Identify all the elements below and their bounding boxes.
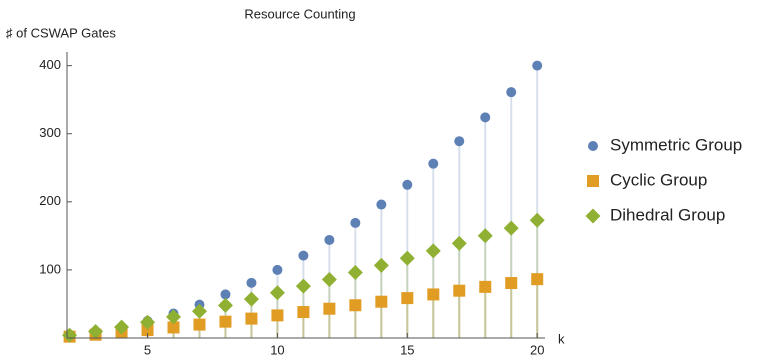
- point: [350, 217, 361, 228]
- point: [166, 309, 182, 325]
- x-tick-label: 15: [400, 342, 414, 357]
- point: [427, 288, 440, 301]
- point: [245, 312, 258, 325]
- point: [191, 303, 207, 319]
- point: [88, 324, 104, 340]
- point: [243, 291, 259, 307]
- point: [219, 315, 232, 328]
- point: [479, 280, 492, 293]
- y-tick-label: 300: [39, 125, 61, 140]
- point: [62, 327, 78, 343]
- y-tick-label: 400: [39, 57, 61, 72]
- point: [114, 319, 130, 335]
- point: [399, 250, 415, 266]
- point: [532, 60, 543, 71]
- point: [428, 158, 439, 169]
- legend-label: Symmetric Group: [610, 135, 742, 154]
- y-tick-label: 100: [39, 261, 61, 276]
- point: [272, 264, 283, 275]
- point: [217, 297, 233, 313]
- point: [588, 141, 598, 151]
- point: [347, 264, 363, 280]
- point: [425, 243, 441, 259]
- legend: Symmetric Group Cyclic Group Dihedral Grou…: [585, 135, 742, 224]
- y-tick-label: 200: [39, 193, 61, 208]
- point: [402, 179, 413, 190]
- point: [246, 277, 257, 288]
- point: [531, 273, 544, 286]
- fillings: [68, 65, 539, 338]
- point: [503, 220, 519, 236]
- point: [193, 318, 206, 331]
- point: [480, 112, 491, 123]
- point: [323, 302, 336, 315]
- point: [373, 257, 389, 273]
- point: [585, 208, 601, 224]
- point: [376, 199, 387, 210]
- point: [269, 285, 285, 301]
- point: [453, 284, 466, 297]
- point: [271, 309, 284, 322]
- point: [401, 292, 414, 305]
- x-tick-label: 10: [270, 342, 284, 357]
- legend-label: Cyclic Group: [610, 170, 707, 189]
- point: [477, 228, 493, 244]
- point: [140, 314, 156, 330]
- point: [375, 295, 388, 308]
- point: [298, 250, 309, 261]
- x-tick-label: 20: [530, 342, 544, 357]
- y-axis-label: ♯ of CSWAP Gates: [6, 25, 116, 40]
- point: [454, 136, 465, 147]
- point: [141, 324, 154, 337]
- point: [220, 289, 231, 300]
- point: [587, 175, 599, 187]
- point: [451, 235, 467, 251]
- point: [505, 277, 518, 290]
- x-tick-label: 5: [144, 342, 151, 357]
- point: [295, 278, 311, 294]
- point: [324, 234, 335, 245]
- point: [349, 299, 362, 312]
- point: [167, 321, 180, 334]
- point: [321, 271, 337, 287]
- point: [506, 87, 517, 98]
- point: [529, 212, 545, 228]
- x-axis-label: k: [558, 331, 565, 346]
- chart-title: Resource Counting: [244, 6, 355, 21]
- points: [62, 60, 545, 343]
- point: [297, 306, 310, 319]
- legend-label: Dihedral Group: [610, 205, 725, 224]
